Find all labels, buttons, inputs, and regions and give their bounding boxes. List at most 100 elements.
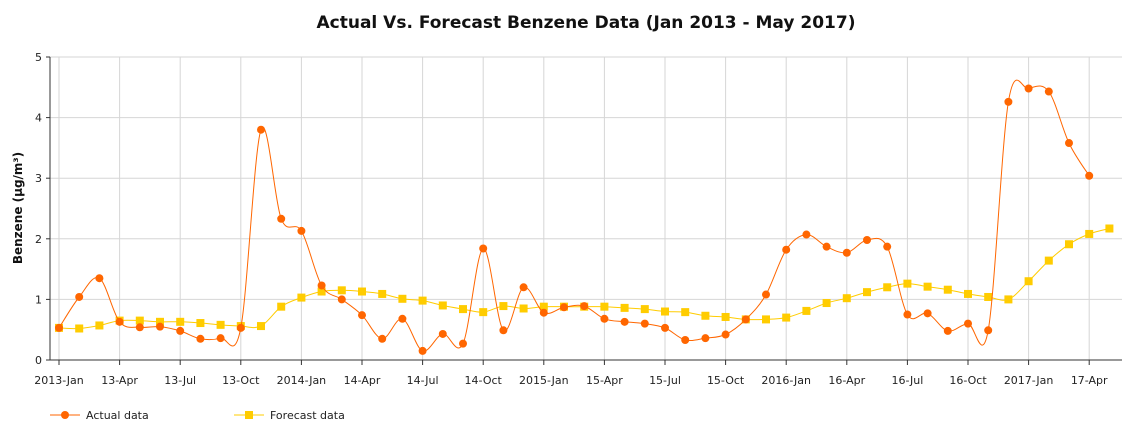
legend-marker-square — [245, 411, 253, 419]
x-tick-label: 14-Oct — [465, 374, 503, 387]
data-point-forecast-data — [1085, 229, 1094, 238]
data-point-forecast-data — [822, 299, 831, 308]
axes: 0 1 2 3 4 5 2013-Jan 13-Apr 13-Jul 13-Oct 2014-Jan… — [34, 51, 1122, 387]
data-point-forecast-data — [95, 321, 104, 330]
data-point-actual-data — [438, 329, 447, 338]
data-point-forecast-data — [75, 324, 84, 333]
series-actual-data — [55, 79, 1094, 355]
data-point-forecast-data — [156, 317, 164, 326]
y-axis-label: Benzene (µg/m³) — [11, 152, 25, 264]
data-point-forecast-data — [782, 313, 791, 322]
data-point-forecast-data — [418, 296, 427, 305]
data-point-actual-data — [519, 283, 528, 292]
data-point-forecast-data — [438, 301, 447, 310]
data-point-actual-data — [782, 245, 791, 254]
legend: Actual data Forecast data — [50, 409, 345, 422]
data-point-actual-data — [681, 336, 690, 345]
x-tick-label: 16-Oct — [949, 374, 987, 387]
data-point-actual-data — [580, 302, 589, 311]
data-point-actual-data — [964, 319, 972, 328]
data-point-actual-data — [883, 242, 892, 251]
data-point-actual-data — [297, 226, 306, 235]
data-point-actual-data — [196, 334, 205, 343]
data-point-actual-data — [1085, 171, 1094, 180]
data-point-forecast-data — [378, 289, 387, 298]
data-point-actual-data — [216, 334, 225, 343]
data-point-forecast-data — [762, 315, 770, 324]
data-point-actual-data — [640, 319, 649, 328]
data-point-forecast-data — [317, 287, 326, 296]
data-point-actual-data — [479, 244, 488, 253]
y-tick-label: 4 — [35, 112, 42, 125]
data-point-actual-data — [943, 326, 952, 335]
data-point-forecast-data — [257, 322, 265, 331]
data-point-forecast-data — [681, 308, 690, 317]
x-tick-label: 16-Jul — [891, 374, 923, 387]
data-point-forecast-data — [600, 302, 609, 311]
data-point-actual-data — [55, 323, 63, 332]
y-tick-label: 1 — [35, 293, 42, 306]
y-tick-label: 0 — [35, 354, 42, 367]
data-point-actual-data — [95, 274, 104, 283]
data-point-forecast-data — [903, 279, 912, 288]
x-tick-label: 2014-Jan — [277, 374, 327, 387]
data-point-forecast-data — [398, 294, 407, 303]
x-tick-label: 2015-Jan — [519, 374, 569, 387]
data-point-actual-data — [499, 326, 508, 335]
data-point-forecast-data — [1105, 224, 1114, 233]
data-point-actual-data — [741, 315, 750, 324]
data-point-forecast-data — [620, 303, 629, 312]
data-point-forecast-data — [1065, 240, 1073, 249]
series-line-actual-data — [58, 79, 1090, 352]
data-point-actual-data — [378, 334, 387, 343]
data-point-actual-data — [863, 236, 871, 245]
data-point-actual-data — [620, 317, 629, 326]
data-point-actual-data — [257, 125, 265, 134]
x-tick-label: 17-Apr — [1071, 374, 1108, 387]
data-point-actual-data — [721, 330, 730, 339]
data-point-actual-data — [984, 326, 993, 335]
data-point-actual-data — [560, 303, 568, 312]
data-point-forecast-data — [1024, 277, 1033, 286]
data-point-actual-data — [176, 326, 185, 335]
data-point-forecast-data — [984, 292, 993, 301]
data-point-forecast-data — [277, 302, 286, 311]
x-tick-label: 2017-Jan — [1004, 374, 1054, 387]
data-point-forecast-data — [863, 288, 871, 297]
x-tick-label: 2013-Jan — [34, 374, 84, 387]
y-tick-label: 3 — [35, 172, 42, 185]
x-tick-label: 16-Apr — [828, 374, 865, 387]
data-point-actual-data — [75, 292, 84, 301]
legend-item-actual-data: Actual data — [50, 409, 149, 422]
series-layer — [55, 79, 1114, 355]
data-point-forecast-data — [499, 302, 508, 311]
data-point-forecast-data — [842, 294, 851, 303]
x-tick-label: 13-Oct — [222, 374, 260, 387]
data-point-forecast-data — [721, 312, 730, 321]
data-point-forecast-data — [459, 305, 467, 314]
data-point-actual-data — [277, 214, 286, 223]
data-point-actual-data — [398, 314, 407, 323]
data-point-actual-data — [317, 281, 326, 290]
data-point-forecast-data — [519, 304, 528, 313]
data-point-actual-data — [822, 242, 831, 251]
data-point-actual-data — [115, 317, 124, 326]
data-point-forecast-data — [539, 302, 548, 311]
data-point-forecast-data — [358, 287, 366, 296]
legend-label: Actual data — [86, 409, 149, 422]
data-point-actual-data — [903, 310, 912, 319]
data-point-actual-data — [418, 346, 427, 355]
data-point-actual-data — [842, 248, 851, 257]
data-point-forecast-data — [196, 319, 205, 328]
grid — [50, 56, 1122, 360]
data-point-actual-data — [1024, 84, 1033, 93]
data-point-forecast-data — [964, 289, 972, 298]
legend-label: Forecast data — [270, 409, 345, 422]
data-point-actual-data — [459, 339, 467, 348]
data-point-forecast-data — [176, 317, 185, 326]
data-point-forecast-data — [135, 316, 144, 325]
data-point-forecast-data — [479, 308, 488, 317]
data-point-actual-data — [802, 230, 811, 239]
